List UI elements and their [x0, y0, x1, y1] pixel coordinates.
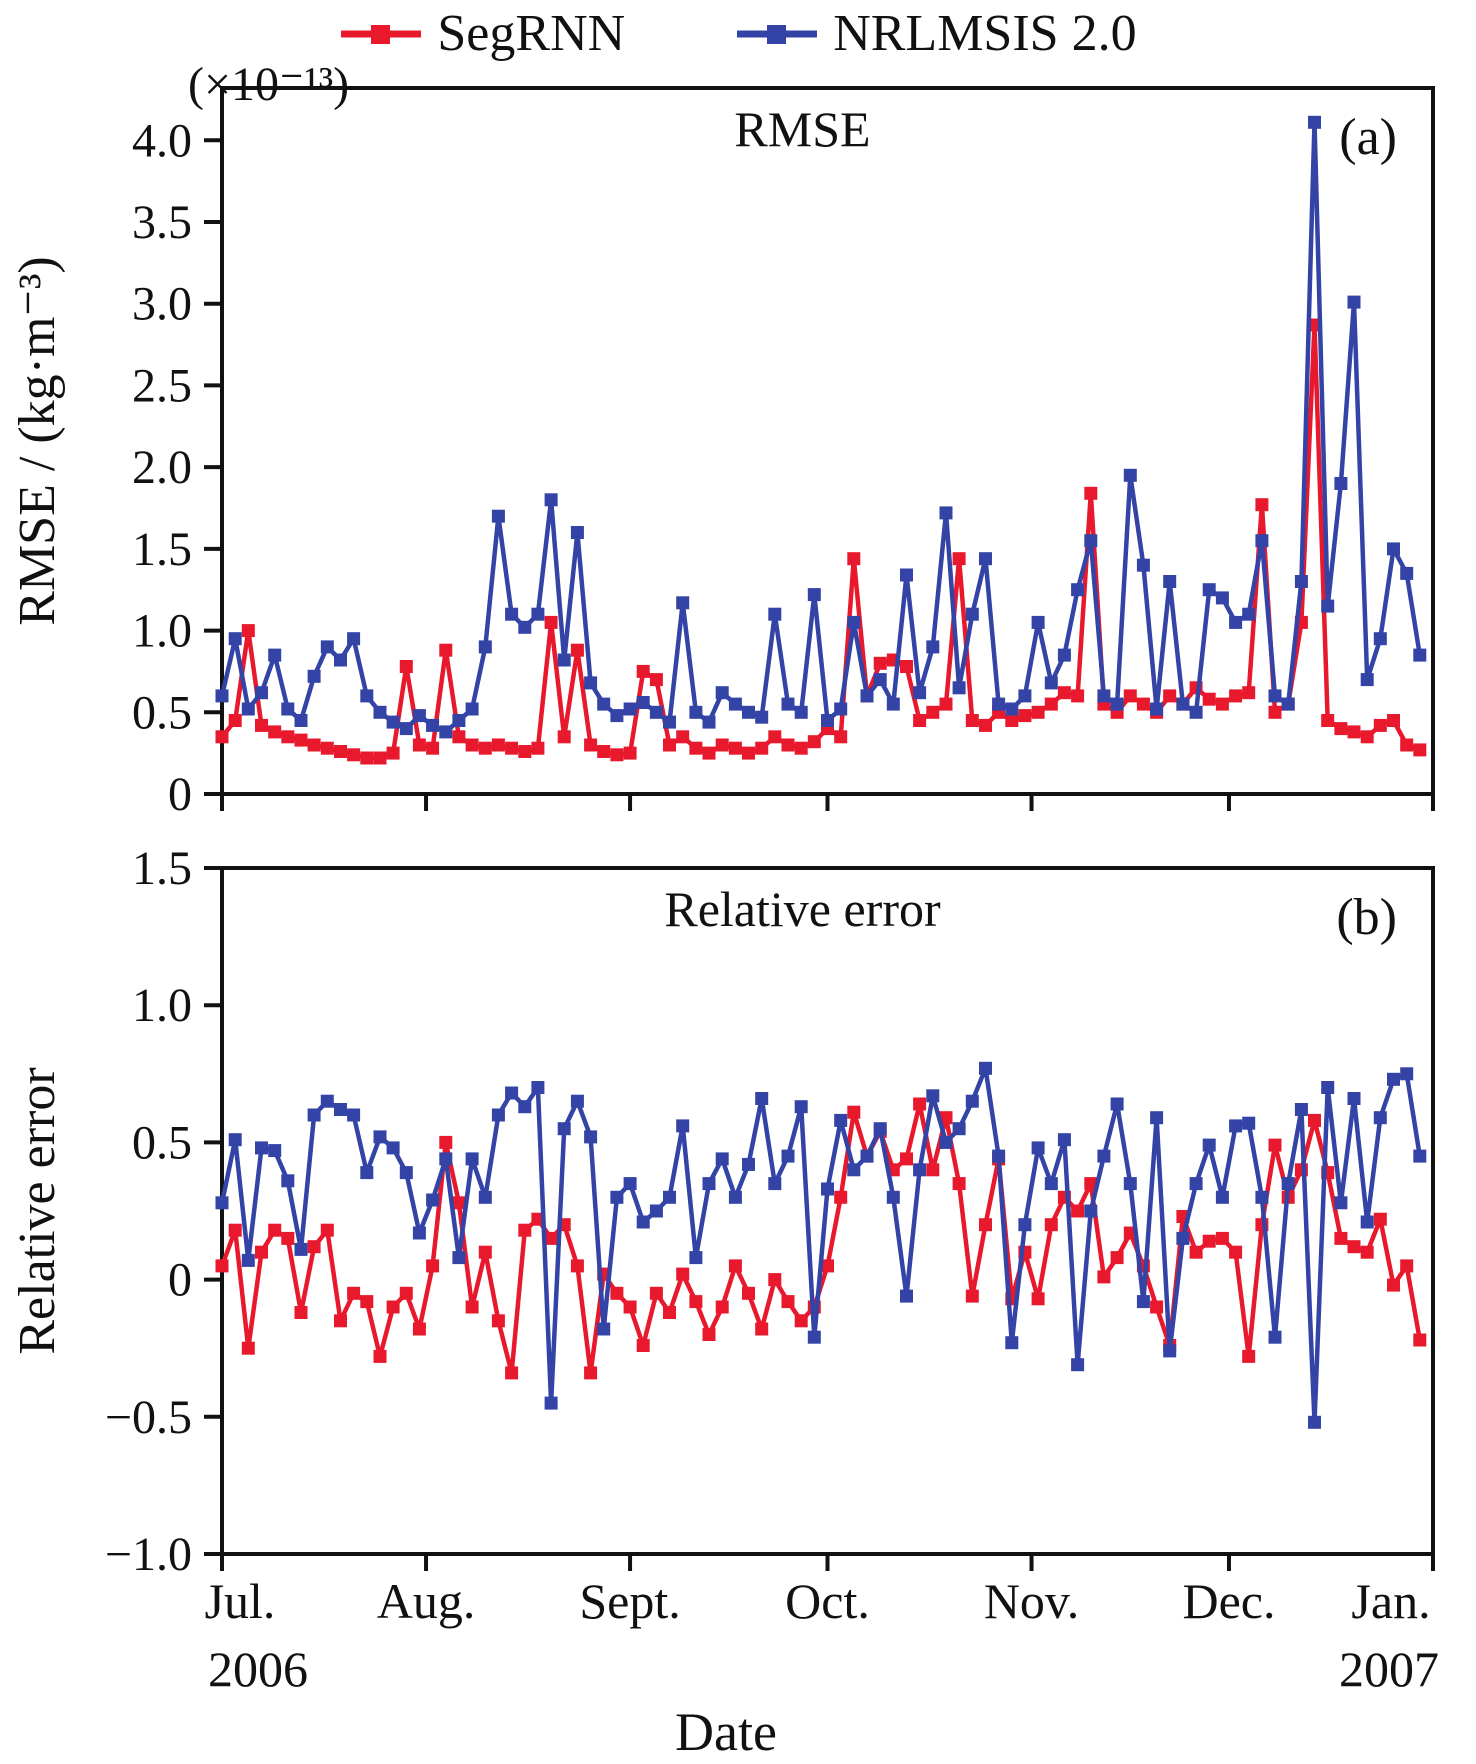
legend: SegRNN NRLMSIS 2.0 — [0, 4, 1476, 63]
series-segrnn-markers-a — [215, 318, 1427, 765]
panel-b-y-tick-label: 1.5 — [132, 842, 192, 895]
x-tick-label-dec: Dec. — [1182, 1573, 1275, 1629]
panel-b-y-axis-label: Relative error — [9, 1067, 66, 1354]
panel-b-title: Relative error — [664, 881, 941, 937]
series-nrlmsis-markers-a — [215, 115, 1427, 739]
panel-a-y-tick-label: 1.5 — [132, 523, 192, 576]
legend-label-segrnn: SegRNN — [437, 5, 626, 62]
panel-a-y-tick-label: 3.5 — [132, 196, 192, 249]
panel-a-y-tick-label: 0.5 — [132, 686, 192, 739]
segrnn-line-marker-icon — [341, 24, 422, 44]
panel-a-title: RMSE — [734, 101, 870, 157]
panel-b-corner-label: (b) — [1336, 889, 1397, 946]
axis-scale-note: (×10⁻¹³) — [188, 58, 349, 111]
year-start-label: 2006 — [208, 1641, 308, 1697]
panel-b-y-tick-label: −1.0 — [105, 1528, 192, 1581]
panel-a-y-tick-label: 0 — [168, 768, 192, 821]
x-tick-label-jan: Jan. — [1351, 1573, 1430, 1629]
panel-b-y-tick-label: −0.5 — [105, 1391, 192, 1444]
panel-a-y-axis-label: RMSE / (kg·m⁻³) — [9, 256, 66, 625]
panel-b-y-tick-label: 0.5 — [132, 1116, 192, 1169]
panel-a-y-tick-label: 1.0 — [132, 605, 192, 658]
year-end-label: 2007 — [1339, 1641, 1439, 1697]
panel-a-y-tick-label: 4.0 — [132, 114, 192, 167]
legend-label-nrlmsis: NRLMSIS 2.0 — [833, 5, 1137, 62]
panel-a-y-tick-label: 2.5 — [132, 359, 192, 412]
x-tick-label-aug: Aug. — [377, 1573, 476, 1629]
x-tick-label-sept: Sept. — [579, 1573, 680, 1629]
panel-a-corner-label: (a) — [1339, 109, 1397, 166]
series-nrlmsis-line-a — [219, 120, 1423, 735]
panel-a-y-tick-label: 2.0 — [132, 441, 192, 494]
panel-b-y-tick-label: 1.0 — [132, 979, 192, 1032]
legend-item-nrlmsis: NRLMSIS 2.0 — [735, 4, 1137, 63]
series-nrlmsis-markers-b — [215, 1061, 1427, 1429]
panel-b-y-tick-label: 0 — [168, 1254, 192, 1307]
nrlmsis-line-marker-icon — [737, 24, 818, 44]
x-tick-label-nov: Nov. — [984, 1573, 1079, 1629]
x-axis-title: Date — [675, 1702, 777, 1762]
panel-a-y-tick-label: 3.0 — [132, 278, 192, 331]
legend-item-segrnn: SegRNN — [339, 4, 625, 63]
x-tick-label-jul: Jul. — [205, 1573, 276, 1629]
x-tick-label-oct: Oct. — [785, 1573, 870, 1629]
